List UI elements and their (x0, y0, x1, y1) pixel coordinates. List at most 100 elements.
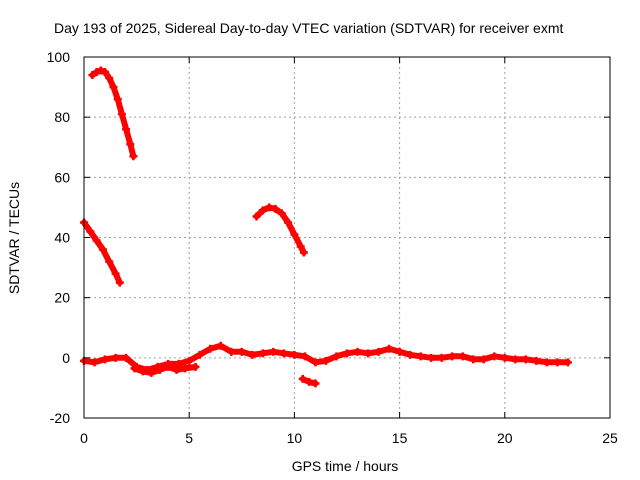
data-point (90, 358, 99, 367)
data-point (296, 242, 305, 251)
data-point (385, 344, 394, 353)
data-point (206, 344, 215, 353)
data-point (511, 355, 520, 364)
data-point (129, 152, 138, 161)
data-point (427, 353, 436, 362)
data-point (311, 358, 320, 367)
data-series (80, 66, 572, 388)
x-tick-label: 25 (602, 430, 618, 446)
data-point (105, 74, 114, 83)
data-point (298, 374, 307, 383)
data-point (109, 83, 118, 92)
data-point (92, 68, 101, 77)
y-tick-label: 100 (47, 49, 71, 65)
series-arc-1 (88, 66, 138, 161)
x-tick-label: 10 (287, 430, 303, 446)
y-tick-label: 0 (62, 350, 70, 366)
data-point (86, 227, 95, 236)
data-point (353, 347, 362, 356)
y-axis-label: SDTVAR / TECUs (6, 182, 22, 294)
y-tick-label: 80 (54, 109, 70, 125)
data-point (374, 347, 383, 356)
data-point (155, 365, 164, 374)
data-point (92, 236, 101, 245)
data-point (113, 95, 122, 104)
data-point (532, 356, 541, 365)
data-point (122, 125, 131, 134)
data-point (105, 257, 114, 266)
data-point (191, 362, 200, 371)
data-point (271, 204, 280, 213)
data-point (138, 367, 147, 376)
x-tick-label: 5 (185, 430, 193, 446)
data-point (500, 353, 509, 362)
data-point (300, 352, 309, 361)
data-point (490, 352, 499, 361)
axis-ticks: 0 5 10 15 20 25 -20 0 20 40 60 80 100 (47, 49, 618, 446)
data-point (237, 347, 246, 356)
y-tick-label: -20 (50, 410, 70, 426)
data-point (172, 365, 181, 374)
data-point (88, 71, 97, 80)
x-tick-label: 20 (497, 430, 513, 446)
data-point (122, 353, 131, 362)
series-arc-3 (252, 203, 308, 257)
series-arc-4 (298, 374, 320, 388)
x-tick-label: 0 (80, 430, 88, 446)
y-tick-label: 40 (54, 230, 70, 246)
data-point (269, 347, 278, 356)
data-point (563, 358, 572, 367)
data-point (299, 248, 308, 257)
data-point (117, 110, 126, 119)
data-point (248, 350, 257, 359)
data-point (258, 349, 267, 358)
data-point (343, 349, 351, 358)
data-point (216, 341, 225, 350)
data-point (321, 356, 330, 365)
data-point (553, 358, 562, 367)
data-point (279, 349, 288, 358)
data-point (448, 352, 457, 361)
data-point (479, 355, 488, 364)
x-tick-label: 15 (392, 430, 408, 446)
data-point (406, 350, 415, 359)
data-point (164, 362, 173, 371)
data-point (437, 353, 446, 362)
data-point (227, 347, 236, 356)
data-point (332, 352, 341, 361)
x-axis-label: GPS time / hours (292, 458, 399, 474)
data-point (542, 358, 551, 367)
data-point (395, 347, 404, 356)
data-point (130, 364, 139, 373)
data-point (111, 353, 120, 362)
data-point (185, 356, 194, 365)
y-tick-label: 60 (54, 169, 70, 185)
chart-title: Day 193 of 2025, Sidereal Day-to-day VTE… (54, 20, 563, 36)
data-point (180, 364, 189, 373)
data-point (115, 278, 124, 287)
data-point (458, 352, 467, 361)
y-tick-label: 20 (54, 290, 70, 306)
data-point (258, 206, 267, 215)
data-point (98, 245, 107, 254)
data-point (147, 368, 156, 377)
data-point (416, 352, 425, 361)
series-baseline (80, 341, 572, 374)
data-point (265, 203, 274, 212)
data-point (195, 350, 204, 359)
data-point (111, 269, 120, 278)
series-baseline-dip (130, 362, 200, 377)
data-point (305, 377, 314, 386)
data-point (290, 230, 299, 239)
data-point (101, 355, 110, 364)
data-point (101, 68, 110, 77)
data-point (277, 209, 286, 218)
data-point (96, 66, 105, 75)
data-point (284, 218, 293, 227)
series-arc-2 (80, 218, 124, 287)
data-point (521, 355, 530, 364)
data-point (126, 140, 135, 149)
data-point (252, 212, 261, 221)
data-point (290, 350, 299, 359)
